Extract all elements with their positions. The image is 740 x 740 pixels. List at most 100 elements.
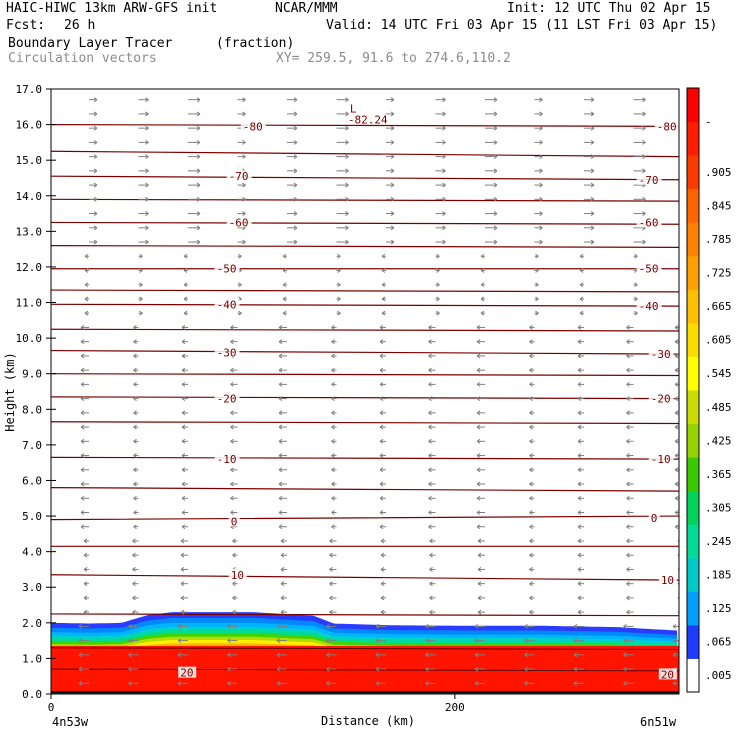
wind-vector-head — [626, 467, 630, 473]
wind-vector-head — [442, 125, 446, 131]
wind-vector-head — [425, 638, 429, 644]
wind-vector-head — [83, 595, 88, 601]
x-tick-label: 0 — [48, 701, 55, 714]
wind-vector-head — [474, 666, 479, 672]
wind-vector-head — [132, 552, 136, 558]
wind-vector-head — [626, 510, 630, 515]
wind-vector-head — [529, 353, 533, 359]
field-name: Boundary Layer Tracer — [8, 36, 173, 51]
wind-vector-head — [577, 552, 582, 558]
wind-vector-head — [390, 225, 395, 231]
wind-vector-head — [590, 97, 595, 103]
wind-vector-head — [379, 467, 384, 473]
y-tick-label: 17.0 — [16, 83, 43, 96]
wind-vector-head — [428, 453, 432, 458]
wind-vector-head — [524, 666, 528, 672]
wind-vector-head — [80, 339, 85, 345]
wind-vector-head — [634, 253, 638, 259]
wind-vector-head — [390, 211, 395, 216]
isotherm-line — [51, 289, 679, 293]
y-tick-label: 14.0 — [16, 190, 43, 203]
wind-vector-head — [230, 495, 234, 501]
wind-vector-head — [282, 296, 287, 302]
wind-vector-head — [573, 638, 578, 644]
colorbar-label: - — [705, 116, 712, 129]
wind-vector-head — [83, 567, 88, 572]
isotherm-label-bg — [648, 348, 674, 360]
wind-vector-head — [278, 381, 283, 387]
wind-vector-head — [428, 495, 432, 501]
wind-vector-head — [278, 495, 283, 501]
wind-vector-head — [642, 154, 646, 160]
wind-vector-head — [128, 638, 132, 644]
wind-vector-head — [93, 97, 98, 103]
wind-vector-head — [535, 296, 539, 302]
isotherm-label-bg — [214, 298, 240, 310]
wind-vector-head — [626, 396, 630, 402]
wind-vector-head — [493, 168, 498, 174]
wind-vector-head — [80, 467, 85, 473]
wind-vector-head — [390, 239, 395, 245]
wind-vector-head — [133, 396, 137, 402]
wind-vector-head — [590, 168, 595, 174]
wind-vector-head — [579, 310, 584, 316]
wind-vector-head — [380, 567, 385, 572]
wind-vector-head — [230, 325, 234, 330]
isotherm-label-bg — [178, 666, 197, 678]
isotherm-label: 10 — [231, 569, 244, 582]
wind-vector-head — [280, 581, 285, 587]
wind-vector-head — [145, 225, 149, 231]
wind-vector-head — [379, 481, 384, 487]
isotherm-label: -50 — [639, 263, 659, 276]
wind-vector-head — [428, 424, 432, 430]
x-axis-label: Distance (km) — [321, 714, 415, 728]
wind-vector-head — [428, 381, 432, 387]
wind-vector-head — [331, 325, 335, 330]
isotherm-label: -20 — [217, 393, 237, 406]
wind-vector-head — [442, 168, 446, 174]
wind-vector-head — [642, 125, 646, 131]
wind-vector-head — [642, 97, 646, 103]
wind-vector-head — [80, 325, 85, 330]
wind-vector-head — [78, 638, 83, 644]
wind-vector-head — [539, 139, 543, 145]
wind-vector-head — [180, 567, 185, 572]
isotherm-label-bg — [654, 120, 680, 132]
wind-vector-head — [242, 154, 246, 160]
wind-vector-head — [183, 253, 188, 259]
wind-vector-head — [380, 552, 385, 558]
x-tick-label: 200 — [445, 701, 465, 714]
colorbar-swatch — [687, 624, 699, 659]
wind-vector-head — [539, 168, 543, 174]
wind-vector-head — [78, 666, 83, 672]
wind-vector-head — [278, 438, 283, 444]
wind-vector-head — [642, 211, 646, 216]
wind-vector-head — [674, 339, 679, 345]
wind-vector-head — [132, 538, 136, 544]
isotherm-label-bg — [226, 216, 252, 228]
wind-vector-head — [375, 666, 380, 672]
wind-vector-head — [379, 396, 384, 402]
wind-vector-head — [477, 567, 482, 572]
wind-vector-head — [238, 310, 242, 316]
circulation-vectors — [78, 97, 679, 686]
wind-vector-head — [577, 495, 582, 501]
wind-vector-head — [642, 111, 646, 117]
wind-vector-head — [93, 225, 98, 231]
wind-vector-head — [626, 552, 630, 558]
cross-section-endpoints: XY= 259.5, 91.6 to 274.6,110.2 — [276, 51, 511, 66]
wind-vector-head — [577, 396, 582, 402]
wind-vector-head — [293, 154, 298, 160]
isotherm-label: -10 — [217, 453, 237, 466]
wind-vector-head — [181, 410, 186, 416]
isotherm-label: -40 — [217, 298, 237, 311]
isotherm-label-bg — [228, 568, 247, 580]
wind-vector-head — [181, 524, 186, 530]
wind-vector-head — [181, 510, 186, 515]
isotherm-line — [51, 123, 679, 127]
isotherm-line — [51, 244, 679, 248]
wind-vector-head — [227, 652, 231, 658]
wind-vector-head — [476, 381, 481, 387]
wind-vector-head — [674, 381, 679, 387]
wind-vector-head — [442, 211, 446, 216]
